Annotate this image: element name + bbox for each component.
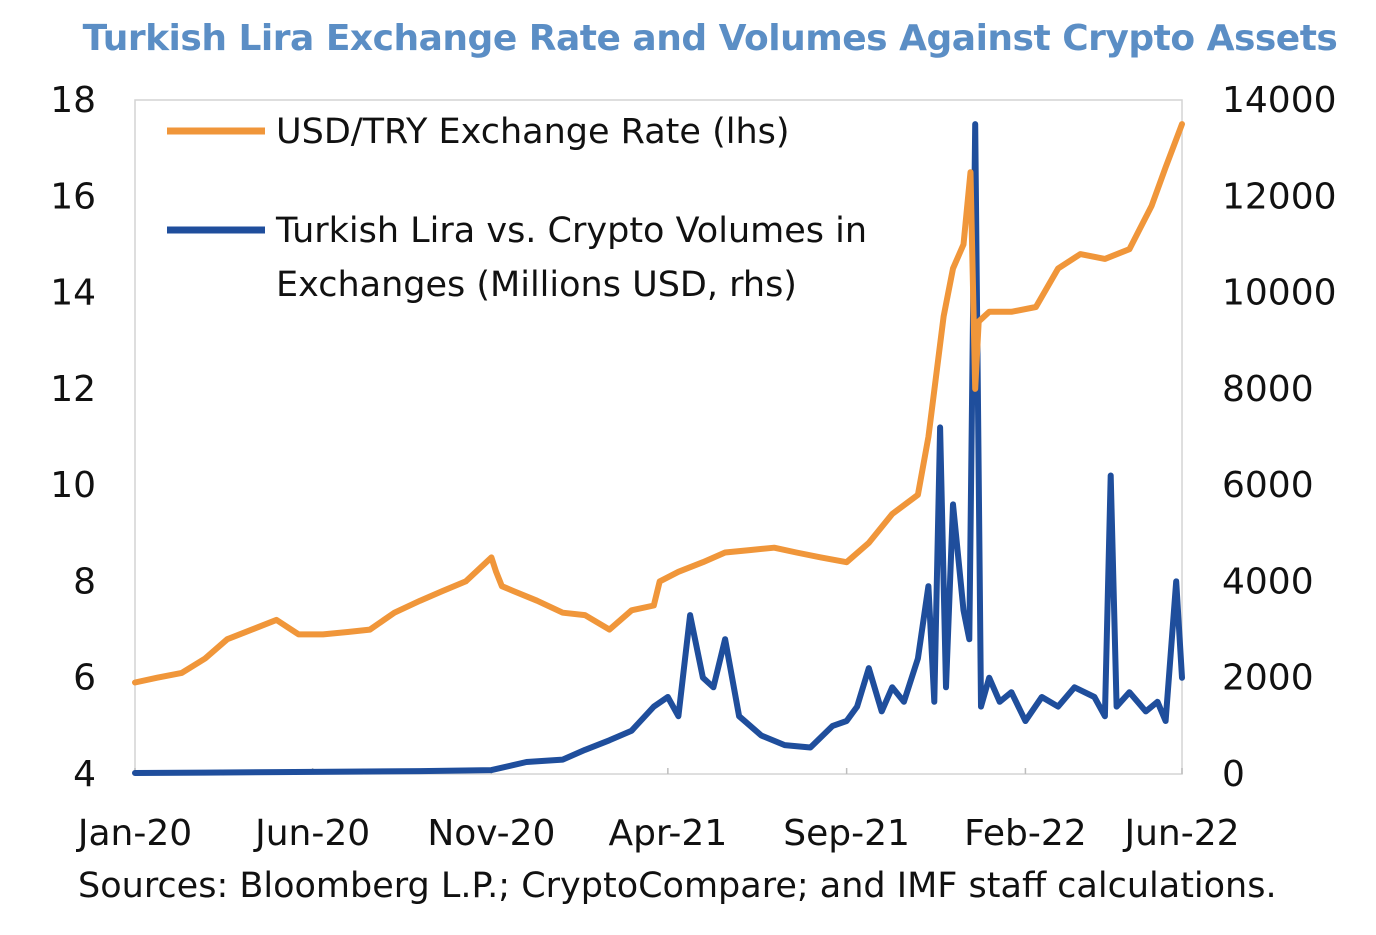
y-left-tick-label: 16	[50, 176, 96, 217]
x-tick-label: Sep-21	[783, 813, 910, 854]
y-right-tick-label: 12000	[1222, 176, 1337, 217]
y-right-tick-label: 0	[1222, 754, 1245, 795]
chart-title: Turkish Lira Exchange Rate and Volumes A…	[82, 18, 1338, 59]
y-left-tick-label: 18	[50, 80, 96, 121]
y-right-tick-label: 4000	[1222, 561, 1314, 602]
x-tick-label: Feb-22	[964, 813, 1087, 854]
y-left-tick-label: 8	[73, 561, 96, 602]
x-tick-label: Nov-20	[427, 813, 555, 854]
y-right-tick-label: 6000	[1222, 465, 1314, 506]
y-right-tick-label: 2000	[1222, 658, 1314, 699]
y-right-tick-label: 10000	[1222, 273, 1337, 314]
crypto-volume-line	[132, 121, 1185, 776]
y-left-tick-label: 4	[73, 754, 96, 795]
x-tick-label: Jan-20	[76, 813, 192, 854]
y-right-tick-label: 14000	[1222, 80, 1337, 121]
series-layer	[132, 121, 1185, 776]
legend-label-exchange-rate: USD/TRY Exchange Rate (lhs)	[276, 112, 790, 152]
y-left-tick-label: 12	[50, 369, 96, 410]
x-tick-label: Jun-20	[253, 813, 370, 854]
y-left-tick-label: 10	[50, 465, 96, 506]
y-right-tick-label: 8000	[1222, 369, 1314, 410]
legend-label-line: Turkish Lira vs. Crypto Volumes in	[275, 211, 867, 251]
y-left-tick-label: 14	[50, 273, 96, 314]
source-note: Sources: Bloomberg L.P.; CryptoCompare; …	[78, 866, 1277, 906]
plot-area-frame	[134, 99, 1183, 775]
x-tick-label: Jun-22	[1122, 813, 1239, 854]
axis-tick-labels: Jan-20 Jun-20 Nov-20 Apr-21 Sep-21 Feb-22 Jun-…	[50, 80, 1336, 854]
x-tick-label: Apr-21	[608, 813, 727, 854]
legend: USD/TRY Exchange Rate (lhs) Turkish Lira …	[167, 112, 867, 305]
exchange-rate-line	[132, 121, 1185, 686]
y-left-tick-label: 6	[73, 658, 96, 699]
legend-label-crypto-volume: Turkish Lira vs. Crypto Volumes in Exchan…	[275, 211, 867, 305]
legend-label-line: Exchanges (Millions USD, rhs)	[276, 265, 797, 305]
